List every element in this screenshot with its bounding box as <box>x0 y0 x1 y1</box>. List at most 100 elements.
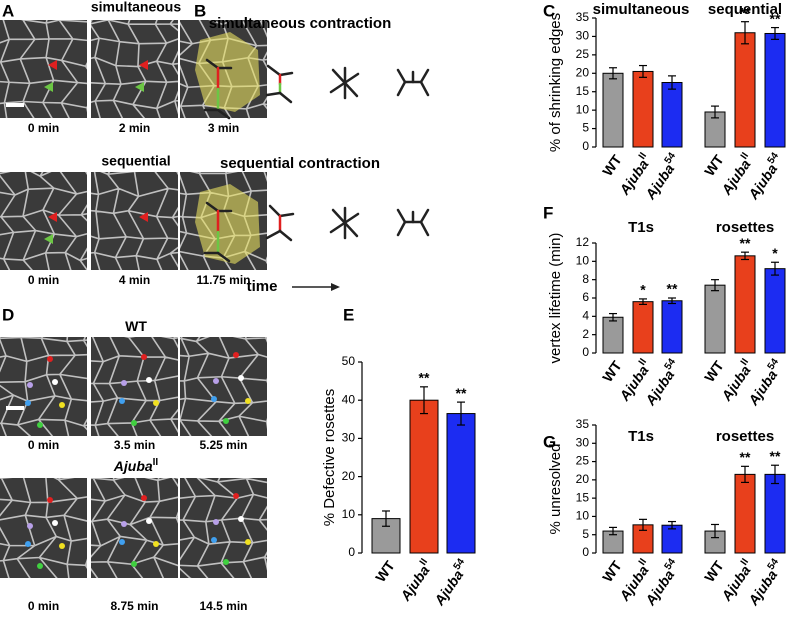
y-tick-label: 50 <box>342 354 356 368</box>
x-tick-label: WT <box>599 357 625 384</box>
cell-dot <box>27 523 33 529</box>
y-tick-label: 0 <box>582 139 589 153</box>
panel-label: D <box>2 305 14 324</box>
cell-dot <box>47 356 53 362</box>
x-tick-label: WT <box>701 151 727 178</box>
time-caption: 0 min <box>28 599 59 613</box>
time-caption: 8.75 min <box>110 599 158 613</box>
bar <box>734 255 756 354</box>
y-tick-label: 35 <box>576 417 590 431</box>
cell-edges <box>0 20 87 118</box>
cell-dot <box>238 375 244 381</box>
x-tick-label-text: Ajuba <box>430 567 466 609</box>
y-tick-label: 4 <box>582 309 589 323</box>
scale-bar <box>6 406 24 410</box>
y-tick-label: 25 <box>576 47 590 61</box>
group-label: rosettes <box>716 219 774 236</box>
y-tick-label: 0 <box>348 545 355 559</box>
y-tick-label: 15 <box>576 490 590 504</box>
panel-label: F <box>543 203 553 222</box>
bar <box>734 32 756 148</box>
x-tick-label-superscript: II <box>637 150 649 161</box>
significance-label: ** <box>740 449 751 465</box>
x-tick-label-text: WT <box>701 151 727 178</box>
cell-dot <box>141 495 147 501</box>
cell-edges <box>91 20 178 118</box>
y-tick-label: 15 <box>576 84 590 98</box>
bar <box>661 300 683 354</box>
bar <box>632 301 654 354</box>
micrograph <box>0 337 87 436</box>
cell-edges <box>91 478 178 578</box>
time-arrowhead <box>331 283 340 291</box>
row-title: AjubaII <box>113 457 159 474</box>
cell-dot <box>47 497 53 503</box>
micrograph <box>91 172 178 270</box>
micrograph <box>91 20 178 118</box>
diagram-row-title: simultaneous contraction <box>209 15 392 32</box>
cell-dot <box>213 519 219 525</box>
cell-dot <box>25 541 31 547</box>
bar <box>764 268 786 354</box>
group-label: sequential <box>708 1 782 18</box>
arrowhead <box>44 234 53 244</box>
cell-dot <box>245 398 251 404</box>
micrograph-bg <box>0 172 87 270</box>
significance-label: ** <box>667 281 678 297</box>
cell-dot <box>153 400 159 406</box>
x-tick-label: Ajuba54 <box>428 556 472 609</box>
x-tick-label: WT <box>372 557 398 584</box>
time-caption: 2 min <box>119 121 150 135</box>
cell-dot <box>213 378 219 384</box>
y-tick-label: 20 <box>576 472 590 486</box>
cell-edges <box>91 337 178 436</box>
y-tick-label: 10 <box>576 102 590 116</box>
y-tick-label: 8 <box>582 272 589 286</box>
y-axis-label: % of shrinking edges <box>547 13 564 152</box>
cell-edges <box>0 337 87 436</box>
y-tick-label: 20 <box>342 469 356 483</box>
bar <box>734 473 756 554</box>
row-title: sequential <box>101 153 170 169</box>
diagram-simultaneous <box>203 58 430 120</box>
overlay <box>195 32 260 112</box>
x-tick-label-superscript: II <box>637 556 649 567</box>
row-title: WT <box>125 318 147 334</box>
x-tick-label-text: WT <box>599 151 625 178</box>
y-tick-label: 12 <box>576 235 590 249</box>
y-tick-label: 5 <box>582 527 589 541</box>
panel-label: G <box>543 432 556 451</box>
bar <box>446 413 476 554</box>
time-label: time <box>247 278 278 295</box>
y-tick-label: 5 <box>582 121 589 135</box>
y-axis-label: % Defective rosettes <box>321 389 338 527</box>
time-caption: 14.5 min <box>199 599 247 613</box>
x-tick-label-superscript: II <box>637 356 649 367</box>
time-caption: 11.75 min <box>196 273 250 287</box>
y-tick-label: 25 <box>576 454 590 468</box>
cell-dot <box>245 539 251 545</box>
cell-dot <box>141 354 147 360</box>
arrowhead <box>135 82 144 92</box>
time-caption: 0 min <box>28 273 59 287</box>
bar <box>704 284 726 354</box>
time-caption: 0 min <box>28 438 59 452</box>
y-tick-label: 2 <box>582 327 589 341</box>
y-tick-label: 10 <box>342 507 356 521</box>
row-title-superscript: II <box>153 457 159 468</box>
time-caption: 5.25 min <box>199 438 247 452</box>
cell-dot <box>223 418 229 424</box>
x-tick-label-superscript: II <box>739 556 751 567</box>
cell-dot <box>27 382 33 388</box>
x-tick-label-superscript: II <box>739 150 751 161</box>
y-tick-label: 0 <box>582 345 589 359</box>
cell-edges <box>180 478 267 578</box>
group-label: rosettes <box>716 428 774 445</box>
cell-dot <box>211 396 217 402</box>
micrographs <box>0 20 267 578</box>
significance-label: ** <box>770 10 781 26</box>
micrograph <box>180 172 267 270</box>
x-tick-label: AjubaII <box>395 556 436 604</box>
significance-label: ** <box>770 448 781 464</box>
